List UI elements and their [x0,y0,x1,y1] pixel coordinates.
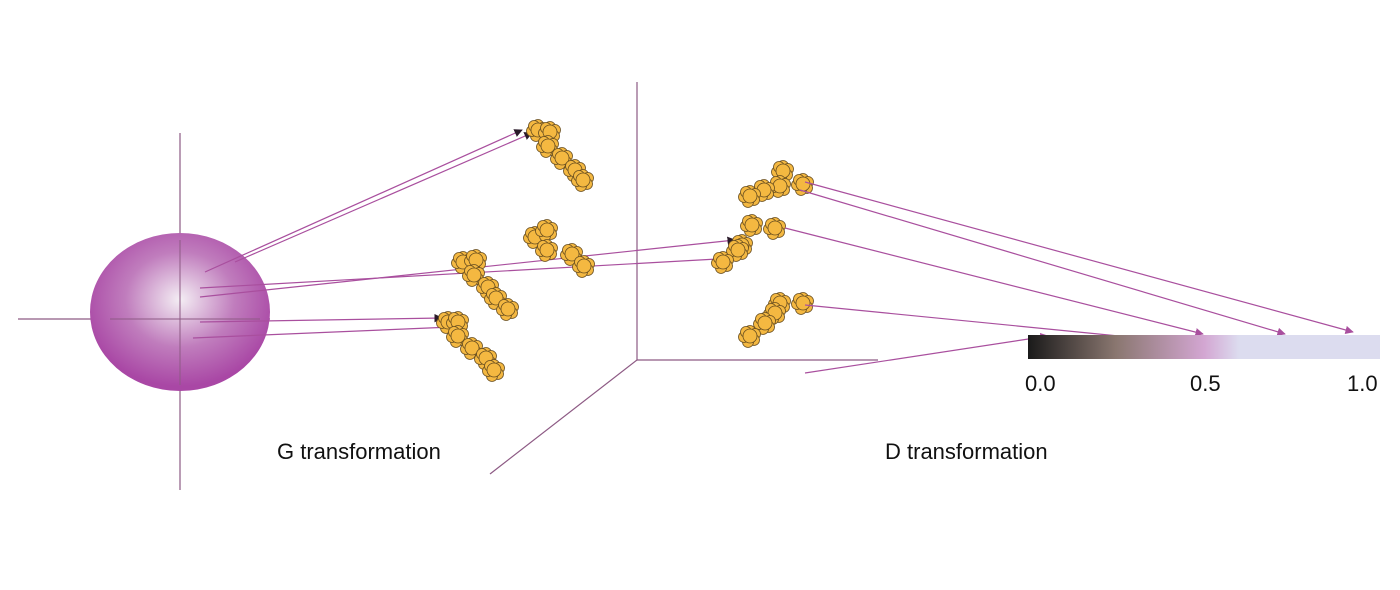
sample-blob [496,298,519,321]
sample-blob [572,255,595,278]
sample-blob [738,185,761,208]
sample-blob [462,264,485,287]
d-arrow [799,189,1286,336]
d-transformation-label: D transformation [885,439,1048,464]
sample-blob [446,325,469,348]
sample-blob [768,175,791,198]
sample-blob [535,219,558,242]
sample-blob [753,312,776,335]
probability-colorbar [1028,335,1380,359]
d-arrow [784,227,1204,337]
colorbar-tick-0-5: 0.5 [1190,371,1221,396]
g-arrow [204,129,523,273]
g-arrow [199,313,443,323]
sample-blob [791,173,814,196]
sample-blob [711,251,734,274]
sample-blob [536,135,559,158]
sample-blob [791,292,814,315]
sample-blob [726,239,749,262]
colorbar-tick-1: 1.0 [1347,371,1378,396]
sample-blob [571,169,594,192]
d-arrow [804,332,1049,374]
sample-blob [763,217,786,240]
data-space-axes [489,82,878,475]
sample-blob [451,251,474,274]
sphere-inner-axes [110,240,260,385]
sample-blob [740,214,763,237]
generated-samples [436,119,595,382]
colorbar-tick-0: 0.0 [1025,371,1056,396]
sample-blob [535,239,558,262]
d-arrow [804,181,1354,335]
g-transformation-label: G transformation [277,439,441,464]
g-arrows [192,129,736,339]
sample-blob [738,325,761,348]
g-arrow [192,323,453,339]
sample-blob [482,359,505,382]
data-space-samples [711,160,814,348]
g-arrow [234,132,533,263]
